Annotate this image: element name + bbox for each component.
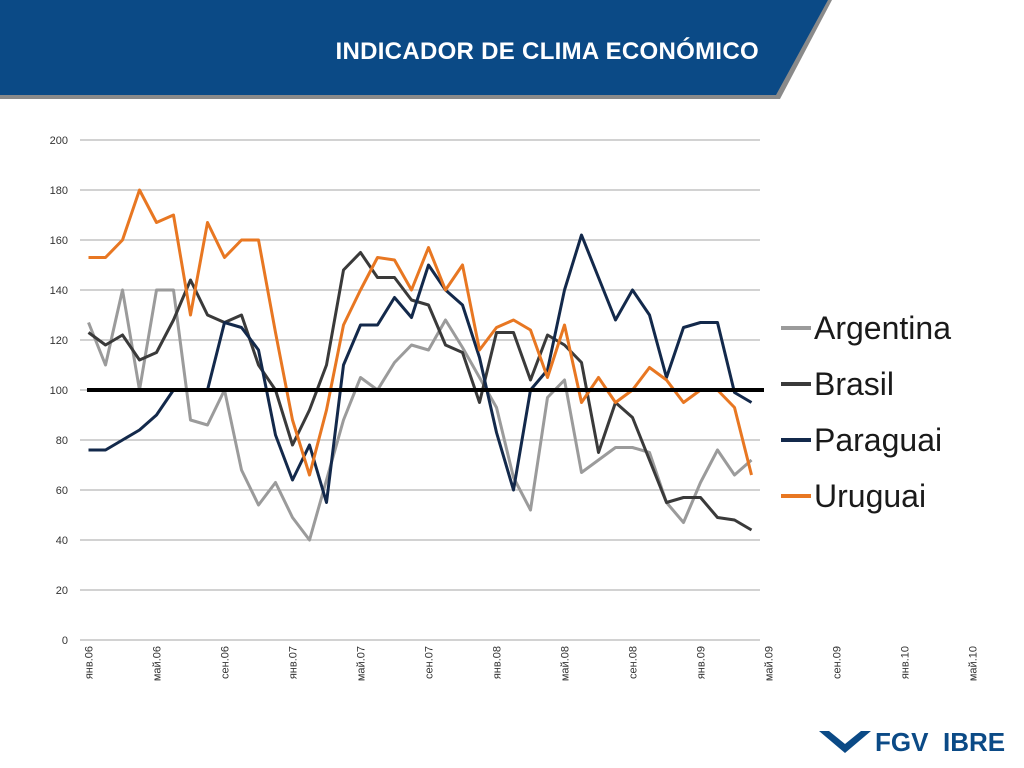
y-tick-label: 120	[50, 335, 68, 347]
legend-label-argentina: Argentina	[814, 310, 951, 346]
x-tick-label: янв.09	[696, 646, 708, 679]
x-tick-label: янв.07	[288, 646, 300, 679]
logo-ibre-text: IBRE	[943, 727, 1005, 757]
x-axis-tick-labels: янв.06 май.06 сен.06 янв.07 май.07 сен.07 янв.…	[84, 646, 980, 681]
y-tick-label: 60	[56, 485, 68, 497]
header-banner-fill	[0, 0, 828, 95]
x-tick-label: сен.06	[220, 646, 232, 679]
y-axis-tick-labels: 0 20 40 60 80 100 120 140 160 180 200	[50, 135, 68, 647]
x-tick-label: сен.08	[628, 646, 640, 679]
y-tick-label: 40	[56, 535, 68, 547]
chart-legend: Argentina Brasil Paraguai Uruguai	[781, 310, 951, 514]
y-tick-label: 80	[56, 435, 68, 447]
x-tick-label: май.09	[764, 646, 776, 681]
logo-fgv-text: FGV	[875, 727, 929, 757]
y-tick-label: 0	[62, 635, 68, 647]
y-tick-label: 160	[50, 235, 68, 247]
x-tick-label: янв.10	[900, 646, 912, 679]
legend-label-uruguai: Uruguai	[814, 478, 926, 514]
legend-label-paraguai: Paraguai	[814, 422, 942, 458]
x-tick-label: май.08	[560, 646, 572, 681]
x-tick-label: сен.07	[424, 646, 436, 679]
series-line-argentina	[87, 288, 753, 542]
x-tick-label: май.07	[356, 646, 368, 681]
y-tick-label: 180	[50, 185, 68, 197]
y-tick-label: 140	[50, 285, 68, 297]
series-line-brasil	[87, 251, 753, 532]
chart-series	[87, 188, 753, 542]
fgv-chevron-logo-icon	[819, 731, 871, 753]
x-tick-label: май.10	[968, 646, 980, 681]
header-banner	[0, 0, 832, 99]
x-tick-label: янв.06	[84, 646, 96, 679]
legend-label-brasil: Brasil	[814, 366, 894, 402]
x-tick-label: май.06	[152, 646, 164, 681]
x-tick-label: сен.09	[832, 646, 844, 679]
series-line-uruguai	[88, 188, 753, 477]
y-tick-label: 200	[50, 135, 68, 147]
y-tick-label: 100	[50, 385, 68, 397]
x-tick-label: янв.08	[492, 646, 504, 679]
fgv-ibre-logo: FGV IBRE	[819, 727, 1005, 757]
y-tick-label: 20	[56, 585, 68, 597]
slide-title: INDICADOR DE CLIMA ECONÓMICO	[335, 38, 759, 65]
